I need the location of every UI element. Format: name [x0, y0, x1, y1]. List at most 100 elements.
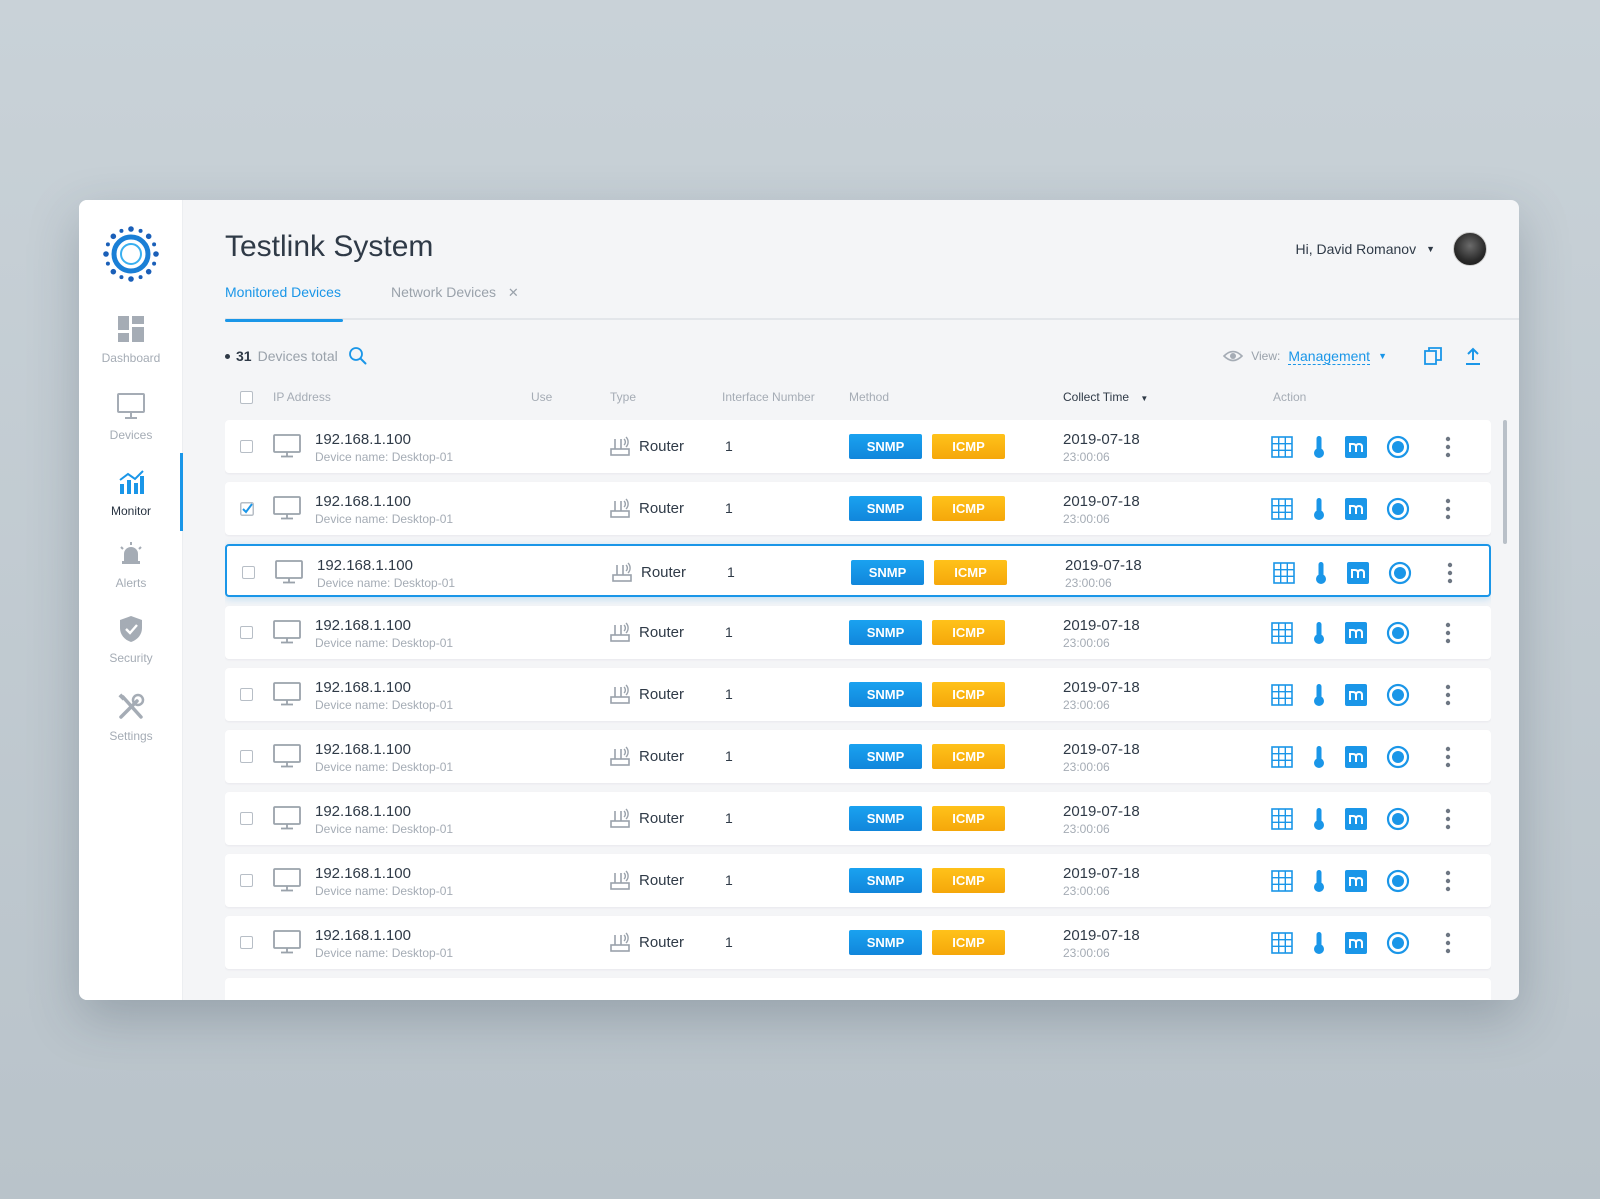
- thermometer-icon[interactable]: [1306, 496, 1332, 522]
- method-badge-icmp[interactable]: ICMP: [932, 806, 1005, 831]
- row-checkbox[interactable]: [240, 936, 253, 949]
- grid-icon[interactable]: [1269, 806, 1295, 832]
- monitor-m-icon[interactable]: [1343, 620, 1369, 646]
- grid-icon[interactable]: [1269, 930, 1295, 956]
- thermometer-icon[interactable]: [1306, 806, 1332, 832]
- more-vertical-icon[interactable]: [1435, 806, 1461, 832]
- table-row[interactable]: 192.168.1.100 Device name: Desktop-01 Rout…: [225, 420, 1491, 473]
- method-badge-snmp[interactable]: SNMP: [849, 744, 922, 769]
- ip-address[interactable]: 192.168.1.100: [315, 803, 411, 820]
- more-vertical-icon[interactable]: [1437, 560, 1463, 586]
- ip-address[interactable]: 192.168.1.100: [317, 557, 413, 574]
- method-badge-icmp[interactable]: ICMP: [932, 868, 1005, 893]
- ip-address[interactable]: 192.168.1.100: [315, 679, 411, 696]
- row-checkbox[interactable]: [242, 566, 255, 579]
- row-checkbox[interactable]: [240, 440, 253, 453]
- grid-icon[interactable]: [1269, 744, 1295, 770]
- table-row[interactable]: 192.168.1.100 Device name: Desktop-01 Rout…: [225, 668, 1491, 721]
- thermometer-icon[interactable]: [1306, 620, 1332, 646]
- ring-icon[interactable]: [1385, 434, 1411, 460]
- table-row[interactable]: 192.168.1.100 Device name: Desktop-01 Rout…: [225, 606, 1491, 659]
- thermometer-icon[interactable]: [1306, 930, 1332, 956]
- scrollbar[interactable]: [1503, 420, 1507, 544]
- ip-address[interactable]: 192.168.1.100: [315, 431, 411, 448]
- user-menu[interactable]: Hi, David Romanov ▼: [1295, 232, 1487, 266]
- method-badge-icmp[interactable]: ICMP: [934, 560, 1007, 585]
- ip-address[interactable]: 192.168.1.100: [315, 927, 411, 944]
- method-badge-snmp[interactable]: SNMP: [849, 868, 922, 893]
- sidebar-item-monitor[interactable]: Monitor: [79, 453, 183, 531]
- method-badge-snmp[interactable]: SNMP: [849, 682, 922, 707]
- col-interface-number[interactable]: Interface Number: [722, 390, 815, 404]
- ring-icon[interactable]: [1385, 496, 1411, 522]
- search-icon[interactable]: [348, 346, 368, 366]
- grid-icon[interactable]: [1269, 682, 1295, 708]
- col-use[interactable]: Use: [531, 390, 553, 404]
- ip-address[interactable]: 192.168.1.100: [315, 493, 411, 510]
- method-badge-snmp[interactable]: SNMP: [849, 434, 922, 459]
- more-vertical-icon[interactable]: [1435, 620, 1461, 646]
- method-badge-snmp[interactable]: SNMP: [849, 496, 922, 521]
- sidebar-item-devices[interactable]: Devices: [79, 377, 183, 455]
- method-badge-snmp[interactable]: SNMP: [851, 560, 924, 585]
- monitor-m-icon[interactable]: [1343, 682, 1369, 708]
- row-checkbox-checked[interactable]: [240, 502, 254, 516]
- sort-down-icon[interactable]: ▼: [1140, 394, 1149, 403]
- col-ip-address[interactable]: IP Address: [273, 390, 331, 404]
- monitor-m-icon[interactable]: [1343, 930, 1369, 956]
- row-checkbox[interactable]: [240, 626, 253, 639]
- col-collect-time[interactable]: Collect Time ▼: [1063, 390, 1148, 404]
- ring-icon[interactable]: [1385, 868, 1411, 894]
- grid-icon[interactable]: [1269, 496, 1295, 522]
- sidebar-item-settings[interactable]: Settings: [79, 678, 183, 756]
- grid-icon[interactable]: [1269, 434, 1295, 460]
- ring-icon[interactable]: [1385, 620, 1411, 646]
- table-row[interactable]: 192.168.1.100 Device name: Desktop-01 Rout…: [225, 792, 1491, 845]
- tab-monitored-devices[interactable]: Monitored Devices: [225, 284, 343, 322]
- tab-network-devices[interactable]: Network Devices ✕: [391, 284, 519, 311]
- more-vertical-icon[interactable]: [1435, 744, 1461, 770]
- monitor-m-icon[interactable]: [1343, 806, 1369, 832]
- more-vertical-icon[interactable]: [1435, 930, 1461, 956]
- sidebar-item-dashboard[interactable]: Dashboard: [79, 300, 183, 378]
- method-badge-snmp[interactable]: SNMP: [849, 806, 922, 831]
- method-badge-snmp[interactable]: SNMP: [849, 620, 922, 645]
- ring-icon[interactable]: [1385, 682, 1411, 708]
- user-greeting[interactable]: Hi, David Romanov: [1295, 241, 1417, 257]
- more-vertical-icon[interactable]: [1435, 868, 1461, 894]
- upload-icon[interactable]: [1461, 344, 1485, 368]
- ip-address[interactable]: 192.168.1.100: [315, 865, 411, 882]
- caret-down-icon[interactable]: ▼: [1426, 244, 1435, 254]
- ring-icon[interactable]: [1385, 806, 1411, 832]
- more-vertical-icon[interactable]: [1435, 496, 1461, 522]
- close-icon[interactable]: ✕: [507, 285, 519, 300]
- thermometer-icon[interactable]: [1306, 682, 1332, 708]
- row-checkbox[interactable]: [240, 874, 253, 887]
- thermometer-icon[interactable]: [1306, 434, 1332, 460]
- table-row[interactable]: 192.168.1.100 Device name: Desktop-01 Rout…: [225, 482, 1491, 535]
- method-badge-icmp[interactable]: ICMP: [932, 930, 1005, 955]
- table-row[interactable]: 192.168.1.100 Device name: Desktop-01 Rout…: [225, 730, 1491, 783]
- caret-down-icon[interactable]: ▼: [1378, 351, 1387, 361]
- more-vertical-icon[interactable]: [1435, 682, 1461, 708]
- monitor-m-icon[interactable]: [1343, 744, 1369, 770]
- monitor-m-icon[interactable]: [1345, 560, 1371, 586]
- col-method[interactable]: Method: [849, 390, 890, 404]
- ring-icon[interactable]: [1387, 560, 1413, 586]
- method-badge-icmp[interactable]: ICMP: [932, 744, 1005, 769]
- monitor-m-icon[interactable]: [1343, 496, 1369, 522]
- table-row[interactable]: 192.168.1.100 Device name: Desktop-01 Rout…: [225, 854, 1491, 907]
- ip-address[interactable]: 192.168.1.100: [315, 617, 411, 634]
- row-checkbox[interactable]: [240, 812, 253, 825]
- method-badge-icmp[interactable]: ICMP: [932, 682, 1005, 707]
- row-checkbox[interactable]: [240, 688, 253, 701]
- table-row[interactable]: 192.168.1.100 Device name: Desktop-01 Rout…: [225, 544, 1491, 597]
- avatar[interactable]: [1453, 232, 1487, 266]
- monitor-m-icon[interactable]: [1343, 868, 1369, 894]
- more-vertical-icon[interactable]: [1435, 434, 1461, 460]
- ring-icon[interactable]: [1385, 744, 1411, 770]
- grid-icon[interactable]: [1271, 560, 1297, 586]
- method-badge-snmp[interactable]: SNMP: [849, 930, 922, 955]
- ring-icon[interactable]: [1385, 930, 1411, 956]
- ip-address[interactable]: 192.168.1.100: [315, 741, 411, 758]
